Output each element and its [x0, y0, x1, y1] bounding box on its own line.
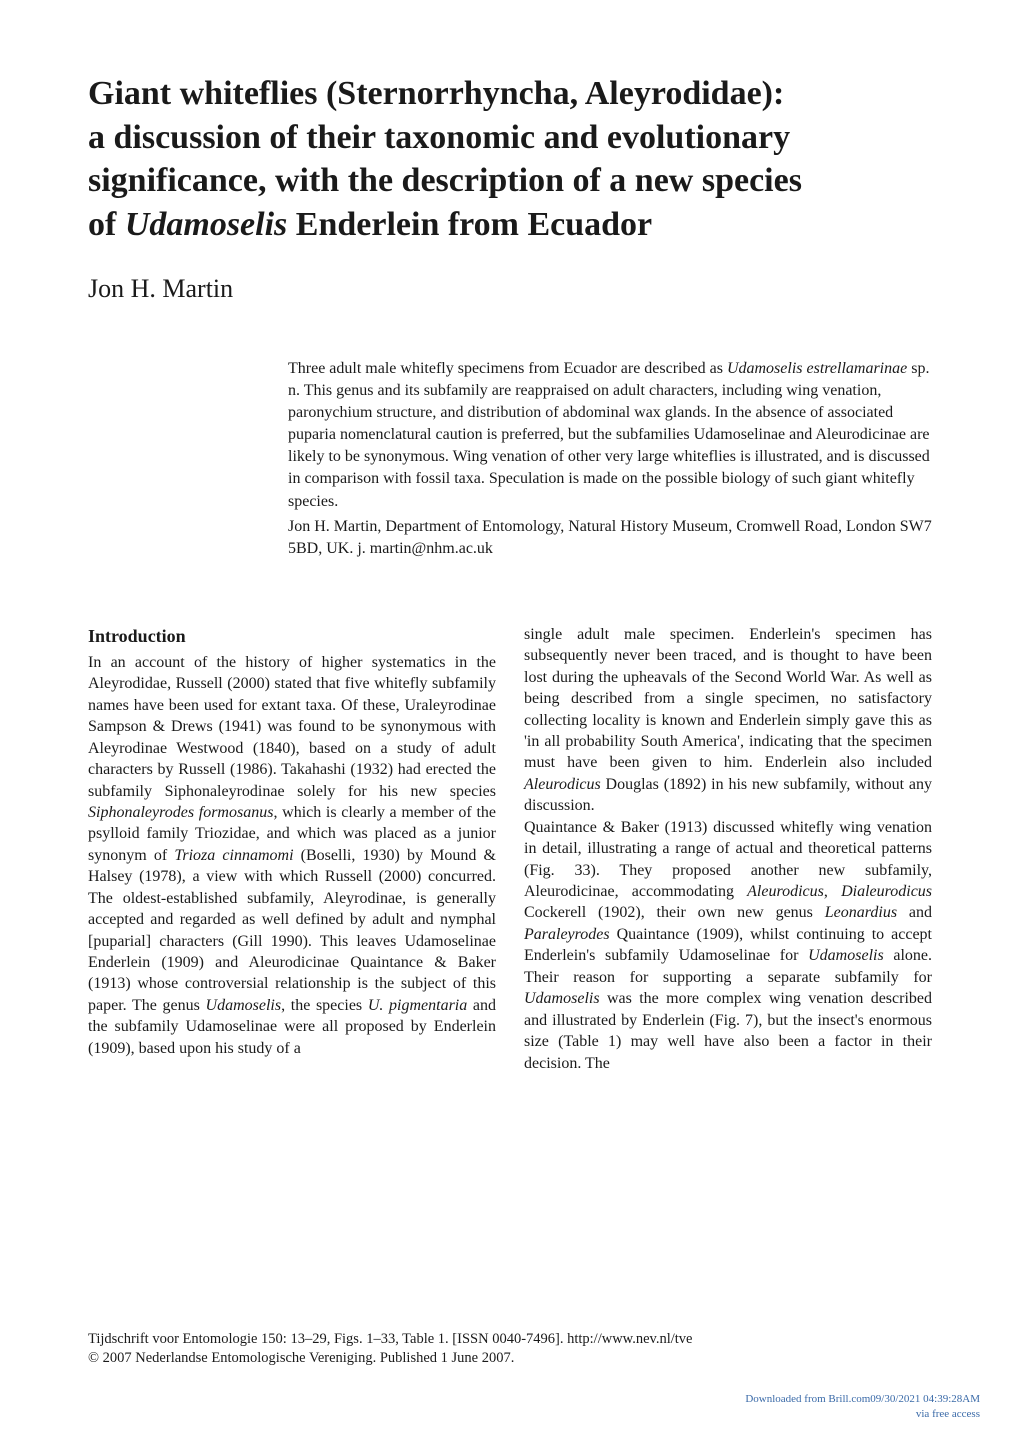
abstract-paragraph-2: Jon H. Martin, Department of Entomology,…	[288, 516, 932, 560]
taxon-italic: Leonardius	[825, 904, 897, 921]
column-right: single adult male specimen. Enderlein's …	[524, 624, 932, 1074]
abstract-species-italic: Udamoselis estrellamarinae	[727, 360, 907, 377]
abstract-block: Three adult male whitefly specimens from…	[288, 358, 932, 560]
taxon-italic: Udamoselis	[808, 947, 884, 964]
body-text: , the species	[281, 997, 368, 1014]
column-left: Introduction In an account of the histor…	[88, 624, 496, 1074]
taxon-italic: Siphonaleyrodes formosanus	[88, 804, 273, 821]
body-text: and	[897, 904, 932, 921]
abstract-text: Three adult male whitefly specimens from…	[288, 360, 727, 377]
body-paragraph: In an account of the history of higher s…	[88, 652, 496, 1059]
taxon-italic: U. pigmentaria	[368, 997, 467, 1014]
download-watermark: Downloaded from Brill.com09/30/2021 04:3…	[745, 1392, 980, 1421]
taxon-italic: Udamoselis	[206, 997, 282, 1014]
taxon-italic: Paraleyrodes	[524, 926, 610, 943]
taxon-italic: Trioza cinnamomi	[174, 847, 293, 864]
abstract-paragraph-1: Three adult male whitefly specimens from…	[288, 358, 932, 513]
title-line-2: a discussion of their taxonomic and evol…	[88, 119, 790, 156]
title-line-1: Giant whiteflies (Sternorrhyncha, Aleyro…	[88, 75, 784, 112]
section-heading-introduction: Introduction	[88, 624, 496, 648]
footer-line-1: Tijdschrift voor Entomologie 150: 13–29,…	[88, 1331, 692, 1347]
footer-line-2: © 2007 Nederlandse Entomologische Vereni…	[88, 1350, 514, 1366]
body-paragraph: single adult male specimen. Enderlein's …	[524, 624, 932, 817]
body-text: single adult male specimen. Enderlein's …	[524, 626, 932, 772]
taxon-italic: Aleurodicus	[747, 883, 824, 900]
body-text: In an account of the history of higher s…	[88, 654, 496, 800]
taxon-italic: Aleurodicus	[524, 776, 601, 793]
abstract-text: sp. n. This genus and its subfamily are …	[288, 360, 930, 509]
title-line-4-post: Enderlein from Ecuador	[287, 206, 652, 243]
footer-citation: Tijdschrift voor Entomologie 150: 13–29,…	[88, 1330, 932, 1369]
download-line-2: via free access	[916, 1408, 980, 1420]
body-text: Cockerell (1902), their own new genus	[524, 904, 825, 921]
title-line-3: significance, with the description of a …	[88, 162, 802, 199]
paper-title: Giant whiteflies (Sternorrhyncha, Aleyro…	[88, 72, 932, 246]
body-text: (Boselli, 1930) by Mound & Halsey (1978)…	[88, 847, 496, 1014]
body-paragraph: Quaintance & Baker (1913) discussed whit…	[524, 817, 932, 1074]
title-line-4-pre: of	[88, 206, 125, 243]
body-text: ,	[824, 883, 841, 900]
title-genus-italic: Udamoselis	[125, 206, 287, 243]
body-columns: Introduction In an account of the histor…	[88, 624, 932, 1074]
author-name: Jon H. Martin	[88, 274, 932, 304]
taxon-italic: Udamoselis	[524, 990, 600, 1007]
download-line-1: Downloaded from Brill.com09/30/2021 04:3…	[745, 1393, 980, 1405]
taxon-italic: Dialeurodicus	[841, 883, 932, 900]
